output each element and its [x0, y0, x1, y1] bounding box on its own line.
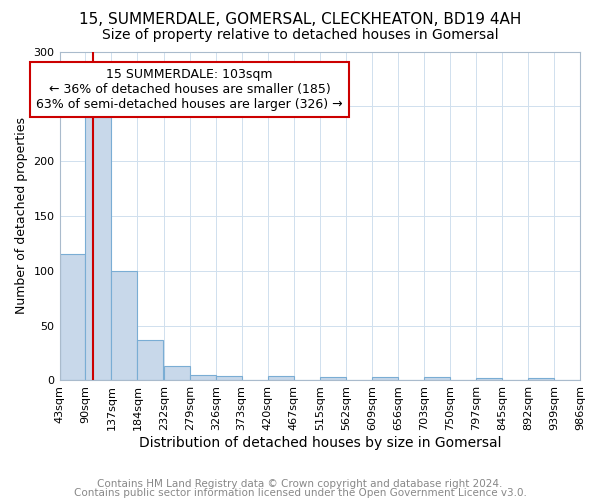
Bar — [216, 376, 242, 380]
Text: Contains public sector information licensed under the Open Government Licence v3: Contains public sector information licen… — [74, 488, 526, 498]
Bar — [320, 377, 346, 380]
X-axis label: Distribution of detached houses by size in Gomersal: Distribution of detached houses by size … — [139, 436, 501, 450]
Bar — [268, 376, 293, 380]
Bar — [372, 377, 398, 380]
Text: Contains HM Land Registry data © Crown copyright and database right 2024.: Contains HM Land Registry data © Crown c… — [97, 479, 503, 489]
Text: Size of property relative to detached houses in Gomersal: Size of property relative to detached ho… — [101, 28, 499, 42]
Bar — [424, 377, 450, 380]
Bar — [137, 340, 163, 380]
Bar — [85, 118, 112, 380]
Bar — [112, 271, 137, 380]
Bar — [190, 375, 216, 380]
Bar — [476, 378, 502, 380]
Text: 15 SUMMERDALE: 103sqm
← 36% of detached houses are smaller (185)
63% of semi-det: 15 SUMMERDALE: 103sqm ← 36% of detached … — [37, 68, 343, 111]
Text: 15, SUMMERDALE, GOMERSAL, CLECKHEATON, BD19 4AH: 15, SUMMERDALE, GOMERSAL, CLECKHEATON, B… — [79, 12, 521, 28]
Bar — [59, 254, 85, 380]
Y-axis label: Number of detached properties: Number of detached properties — [15, 118, 28, 314]
Bar — [528, 378, 554, 380]
Bar — [164, 366, 190, 380]
